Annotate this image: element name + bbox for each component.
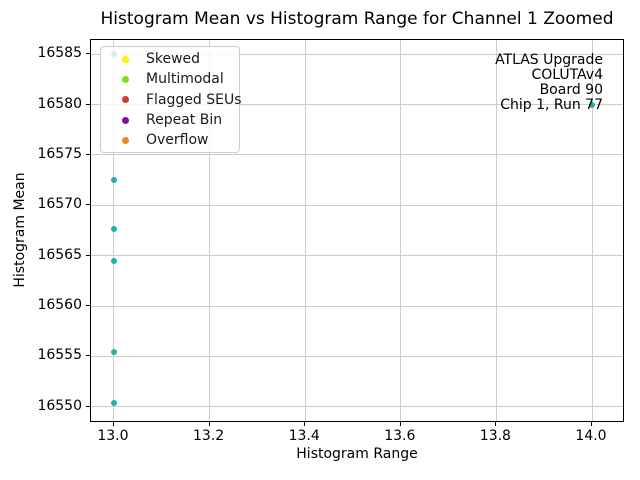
x-tick-label: 13.6 xyxy=(384,428,416,444)
y-tick-label: 16570 xyxy=(37,196,82,213)
y-tick-label: 16585 xyxy=(37,45,82,62)
y-tick-label: 16550 xyxy=(37,397,82,414)
gridline-horizontal xyxy=(91,255,623,257)
data-point xyxy=(110,349,117,356)
legend-marker-dot xyxy=(122,96,129,104)
annotation-line: Chip 1, Run 77 xyxy=(500,97,603,113)
y-tick-mark xyxy=(86,153,90,155)
legend-entry-label: Skewed xyxy=(146,51,201,68)
data-point xyxy=(110,399,117,406)
x-tick-mark xyxy=(304,422,306,426)
y-tick-mark xyxy=(86,405,90,407)
legend-entry: Overflow xyxy=(101,130,239,150)
y-tick-mark xyxy=(86,355,90,357)
data-point xyxy=(589,101,595,108)
x-tick-label: 13.8 xyxy=(479,428,511,444)
legend-entry-label: Flagged SEUs xyxy=(146,91,242,108)
gridline-vertical xyxy=(400,40,402,421)
legend-marker-dot xyxy=(122,75,129,83)
legend-entry-label: Overflow xyxy=(146,132,209,149)
legend: Skewed Multimodal Flagged SEUs Repeat Bin Ov… xyxy=(100,46,242,154)
x-tick-mark xyxy=(399,422,401,426)
legend-entry-label: Repeat Bin xyxy=(146,112,223,129)
x-tick-label: 13.0 xyxy=(97,428,129,444)
data-point xyxy=(110,177,117,184)
data-point xyxy=(110,257,117,264)
gridline-vertical xyxy=(304,40,306,421)
x-tick-label: 13.4 xyxy=(288,428,320,444)
gridline-vertical xyxy=(209,40,211,421)
y-tick-label: 16565 xyxy=(37,246,82,263)
x-tick-mark xyxy=(591,422,592,426)
x-tick-mark xyxy=(208,422,210,426)
y-tick-label: 16580 xyxy=(37,95,82,112)
data-point xyxy=(110,226,117,233)
annotation-line: COLUTAv4 xyxy=(531,67,603,83)
plot-area: ATLAS Upgrade COLUTAv4 Board 90 Chip 1, Run… xyxy=(90,39,624,422)
y-tick-label: 16575 xyxy=(37,145,82,162)
gridline-vertical xyxy=(591,40,593,421)
x-tick-mark xyxy=(112,422,114,426)
gridline-horizontal xyxy=(91,204,623,206)
y-axis-label: Histogram Mean xyxy=(12,172,28,288)
gridline-horizontal xyxy=(91,104,623,105)
x-tick-label: 13.2 xyxy=(192,428,225,444)
x-tick-label: 14.0 xyxy=(575,428,607,444)
gridline-vertical xyxy=(495,40,497,421)
annotation-text: ATLAS Upgrade COLUTAv4 Board 90 Chip 1, Run… xyxy=(495,53,603,113)
gridline-horizontal xyxy=(91,154,623,156)
y-tick-mark xyxy=(86,204,90,206)
legend-marker-dot xyxy=(122,136,129,144)
gridline-horizontal xyxy=(91,53,623,55)
legend-marker-dot xyxy=(122,116,129,124)
legend-entry: Flagged SEUs xyxy=(101,90,242,110)
y-tick-mark xyxy=(86,103,90,105)
legend-entry: Skewed xyxy=(101,49,239,69)
gridline-horizontal xyxy=(91,355,623,357)
x-axis-label: Histogram Range xyxy=(296,446,418,462)
y-tick-mark xyxy=(86,305,90,307)
y-tick-mark xyxy=(86,53,90,55)
y-tick-label: 16560 xyxy=(37,297,82,314)
legend-entry: Multimodal xyxy=(101,69,239,89)
y-tick-label: 16555 xyxy=(37,347,82,364)
y-tick-mark xyxy=(86,254,90,256)
legend-marker-dot xyxy=(122,55,129,63)
annotation-line: ATLAS Upgrade xyxy=(495,52,603,68)
chart-title: Histogram Mean vs Histogram Range for Ch… xyxy=(100,9,614,29)
x-tick-mark xyxy=(495,422,497,426)
legend-entry: Repeat Bin xyxy=(101,110,239,130)
annotation-line: Board 90 xyxy=(539,82,603,98)
gridline-horizontal xyxy=(91,406,623,408)
gridline-horizontal xyxy=(91,305,623,307)
legend-entry-label: Multimodal xyxy=(146,71,224,88)
